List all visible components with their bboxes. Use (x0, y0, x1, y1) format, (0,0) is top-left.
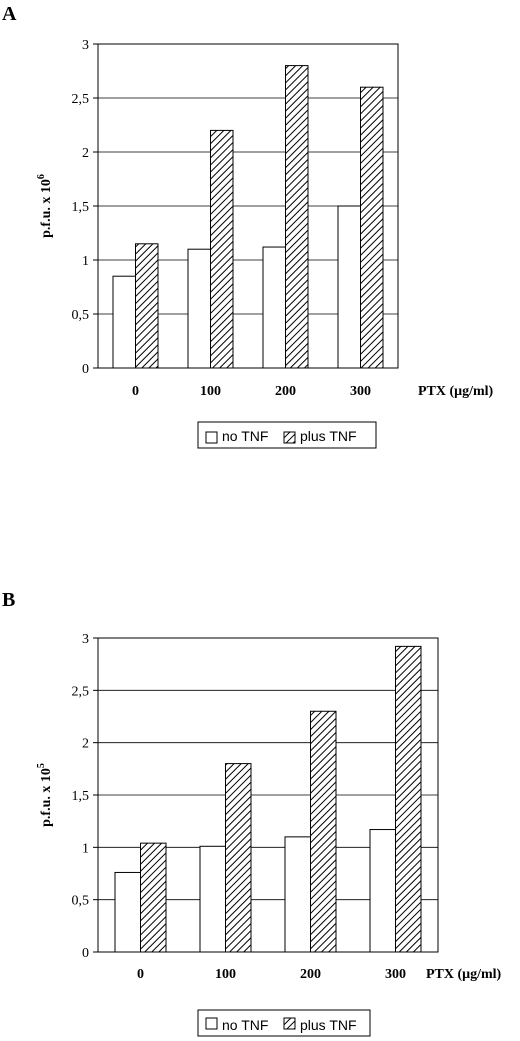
y-tick-label: 2,5 (72, 684, 90, 699)
y-tick-label: 0,5 (72, 894, 90, 909)
chart-panel-b: B 0 0,5 1 1,5 2 2,5 3 p.f.u. x 105 0 100 200 300 PTX … (2, 589, 502, 1037)
y-axis-label: p.f.u. x 105 (36, 763, 54, 827)
bar-no-tnf (369, 829, 396, 953)
bar-no-tnf (199, 845, 226, 953)
x-tick-label: 100 (200, 384, 221, 399)
legend-swatch-plus-tnf (283, 431, 296, 444)
y-tick-label: 0 (82, 946, 89, 961)
bar-no-tnf (262, 246, 286, 369)
x-axis-label: PTX (μg/ml) (426, 967, 502, 982)
chart-panel-a: A 0 0,5 1 1,5 2 2,5 3 p.f.u. x 106 0 100 200 300 PTX … (2, 3, 494, 449)
legend-label-plus-tnf: plus TNF (300, 1017, 357, 1033)
bar-no-tnf (187, 248, 211, 369)
y-tick-label: 2 (82, 146, 89, 161)
y-tick-label: 3 (82, 632, 89, 647)
y-tick-label: 2,5 (72, 92, 90, 107)
bar-plus-tnf (360, 86, 384, 369)
bar-plus-tnf (310, 710, 337, 953)
bar-plus-tnf (135, 243, 159, 369)
legend-label-no-tnf: no TNF (222, 428, 268, 444)
y-axis-label-exponent: 6 (36, 174, 47, 179)
bar-plus-tnf (210, 129, 234, 369)
panel-label: A (2, 3, 17, 25)
y-tick-label: 1,5 (72, 200, 90, 215)
bar-no-tnf (284, 836, 311, 953)
y-tick-label: 0,5 (72, 308, 90, 323)
x-tick-label: 300 (350, 384, 371, 399)
bar-plus-tnf (285, 65, 309, 369)
y-tick-label: 1 (82, 254, 89, 269)
panel-label: B (2, 589, 15, 611)
x-tick-label: 300 (385, 967, 406, 982)
x-tick-label: 100 (215, 967, 236, 982)
y-axis-label-text: p.f.u. x 10 (39, 179, 54, 238)
legend-label-plus-tnf: plus TNF (300, 428, 357, 444)
bar-no-tnf (114, 871, 141, 953)
bar-plus-tnf (395, 645, 422, 953)
y-tick-label: 1,5 (72, 789, 90, 804)
y-tick-label: 1 (82, 841, 89, 856)
legend-label-no-tnf: no TNF (222, 1017, 268, 1033)
y-tick-label: 3 (82, 38, 89, 53)
bar-plus-tnf (225, 763, 252, 953)
x-tick-label: 0 (137, 967, 144, 982)
y-axis-label: p.f.u. x 106 (36, 174, 54, 238)
x-tick-label: 200 (300, 967, 321, 982)
legend: no TNF plus TNF (197, 421, 377, 449)
y-tick-label: 0 (82, 362, 89, 377)
legend: no TNF plus TNF (197, 1009, 371, 1037)
bar-no-tnf (337, 205, 361, 369)
x-tick-label: 200 (275, 384, 296, 399)
bar-plus-tnf (140, 842, 167, 953)
legend-swatch-no-tnf (205, 1017, 218, 1030)
legend-swatch-plus-tnf (283, 1017, 296, 1030)
y-axis-label-text: p.f.u. x 10 (39, 768, 54, 827)
y-tick-label: 2 (82, 737, 89, 752)
x-tick-label: 0 (132, 384, 139, 399)
x-axis-label: PTX (μg/ml) (418, 384, 494, 399)
bar-no-tnf (112, 275, 136, 369)
y-axis-label-exponent: 5 (36, 763, 47, 768)
legend-swatch-no-tnf (205, 431, 218, 444)
